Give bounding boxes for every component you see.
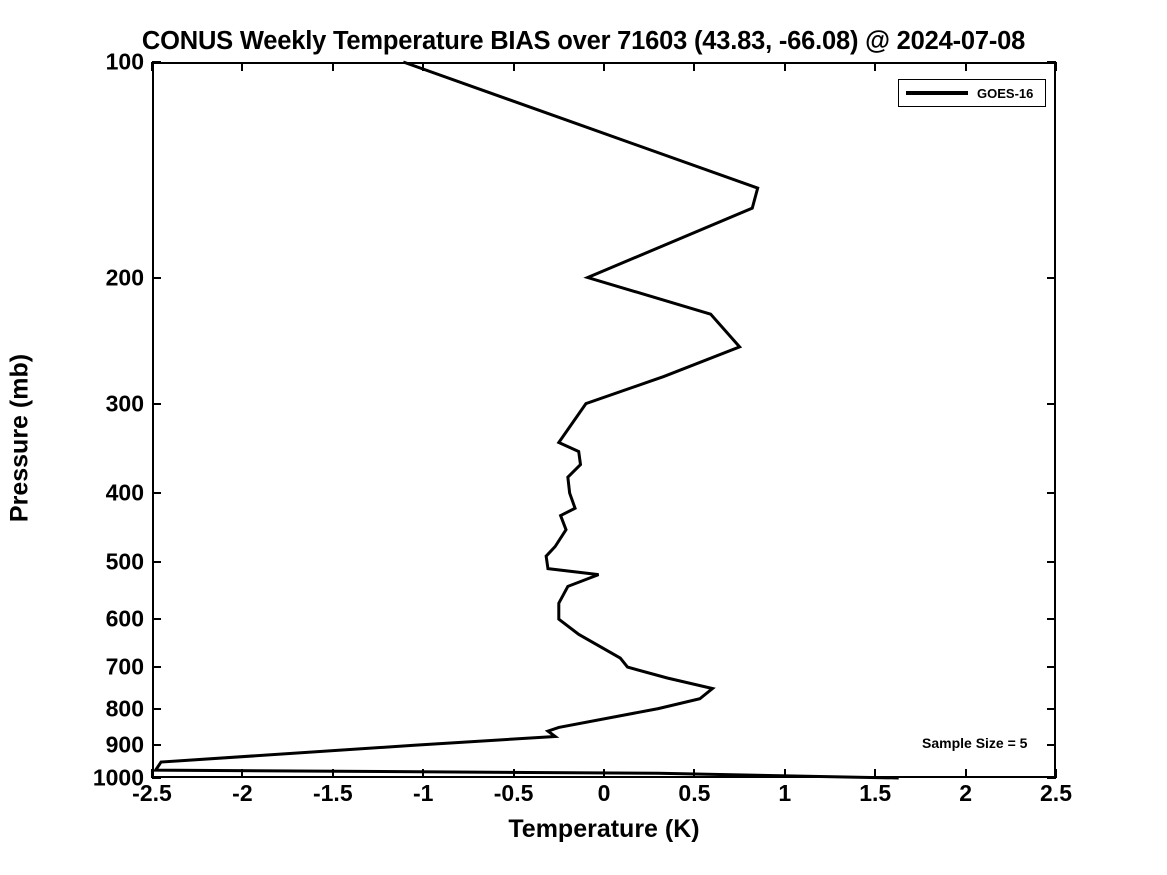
y-tick-label: 900 (105, 731, 144, 758)
x-tick-mark (512, 62, 515, 71)
y-tick-mark (152, 492, 161, 495)
x-tick-mark (331, 769, 334, 778)
y-tick-label: 200 (105, 264, 144, 291)
y-tick-label: 100 (105, 48, 144, 75)
x-tick-mark (1055, 769, 1057, 778)
y-tick-label: 600 (105, 605, 144, 632)
x-tick-mark (964, 769, 967, 778)
x-tick-label: 1.5 (859, 780, 892, 806)
x-tick-mark (422, 62, 425, 71)
x-tick-label: -0.5 (493, 780, 534, 806)
series-group (152, 60, 899, 780)
x-tick-mark (783, 62, 786, 71)
y-tick-mark (152, 666, 161, 669)
x-tick-label: 0 (597, 780, 611, 806)
y-tick-mark (152, 561, 161, 564)
sample-size-annotation: Sample Size = 5 (922, 735, 1028, 751)
y-tick-mark (152, 744, 161, 747)
data-series-line (152, 60, 899, 780)
x-tick-mark (422, 769, 425, 778)
data-series-canvas (152, 60, 899, 780)
x-tick-mark (874, 769, 877, 778)
y-tick-label: 700 (105, 653, 144, 680)
x-tick-mark (603, 62, 605, 71)
y-tick-label: 1000 (92, 764, 144, 791)
y-tick-mark (152, 402, 161, 405)
y-tick-label: 300 (105, 390, 144, 417)
x-tick-label: 1 (778, 780, 792, 806)
y-tick-mark (1047, 744, 1056, 747)
y-tick-mark (152, 707, 161, 710)
y-tick-mark (152, 618, 161, 621)
x-tick-label: -2 (232, 780, 253, 806)
legend: GOES-16 (898, 79, 1046, 107)
y-tick-mark (1047, 618, 1056, 621)
x-tick-mark (151, 62, 153, 71)
y-tick-mark (1047, 492, 1056, 495)
x-tick-mark (964, 62, 967, 71)
y-tick-label: 400 (105, 479, 144, 506)
x-tick-mark (783, 769, 786, 778)
y-tick-mark (1047, 61, 1056, 63)
plot-area (151, 60, 1057, 780)
x-tick-mark (693, 62, 696, 71)
legend-line-swatch (906, 91, 968, 95)
x-tick-label: 2 (959, 780, 972, 806)
y-tick-mark (152, 61, 161, 63)
y-tick-mark (1047, 666, 1056, 669)
x-tick-label: -2.5 (132, 780, 172, 806)
x-tick-mark (241, 62, 244, 71)
y-axis-title: Pressure (mb) (5, 353, 34, 522)
y-tick-mark (1047, 707, 1056, 710)
y-tick-mark (1047, 561, 1056, 564)
y-tick-mark (1047, 276, 1056, 279)
y-tick-mark (152, 777, 161, 779)
x-tick-label: -1 (412, 780, 434, 806)
y-tick-mark (152, 276, 161, 279)
y-tick-mark (1047, 402, 1056, 405)
x-tick-label: 0.5 (678, 780, 711, 806)
y-tick-label: 800 (105, 695, 144, 722)
x-tick-mark (241, 769, 244, 778)
x-axis-title: Temperature (K) (508, 815, 700, 843)
y-tick-label: 500 (105, 548, 144, 575)
x-tick-mark (874, 62, 877, 71)
y-tick-mark (1047, 777, 1056, 779)
x-tick-mark (331, 62, 334, 71)
legend-entry-label: GOES-16 (977, 85, 1034, 101)
x-tick-label: -1.5 (312, 780, 353, 806)
x-tick-mark (1055, 62, 1057, 71)
chart-title: CONUS Weekly Temperature BIAS over 71603… (141, 27, 1026, 55)
x-tick-mark (151, 769, 153, 778)
x-tick-label: 2.5 (1040, 780, 1072, 806)
